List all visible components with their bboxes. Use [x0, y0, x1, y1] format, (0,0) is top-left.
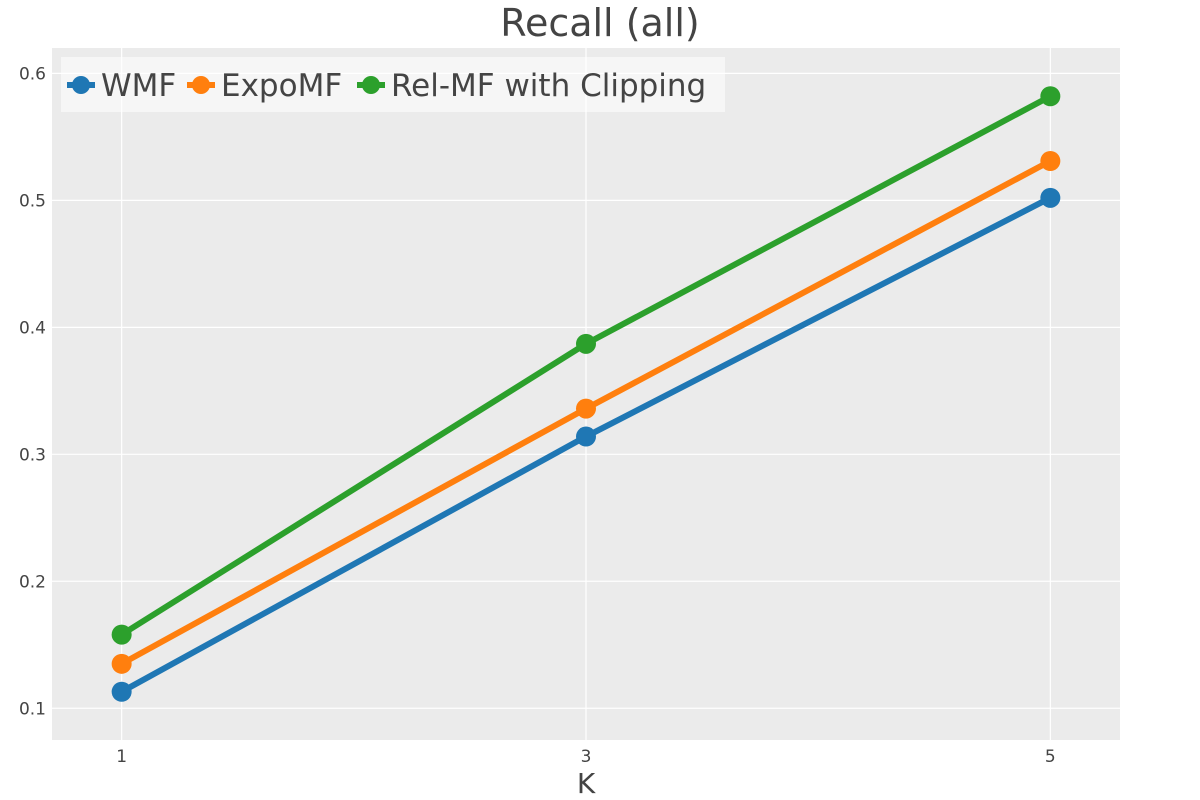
y-tick-label: 0.1: [19, 699, 46, 719]
legend-item[interactable]: Rel-MF with Clipping: [357, 68, 706, 104]
y-tick-label: 0.6: [19, 64, 46, 84]
data-point[interactable]: [1040, 187, 1061, 208]
data-point[interactable]: [576, 426, 596, 447]
legend-swatch-marker: [192, 76, 210, 94]
x-tick-label: 1: [116, 747, 127, 767]
data-point[interactable]: [111, 624, 132, 645]
data-point[interactable]: [576, 333, 596, 354]
legend-label: Rel-MF with Clipping: [391, 68, 706, 104]
y-tick-label: 0.5: [19, 191, 46, 211]
legend[interactable]: WMF ExpoMF Rel-MF with Clipping: [61, 57, 725, 112]
data-point[interactable]: [111, 653, 132, 674]
legend-background: [61, 57, 725, 112]
data-point[interactable]: [1040, 86, 1061, 107]
legend-swatch-marker: [72, 76, 90, 94]
y-tick-label: 0.3: [19, 445, 46, 465]
series-expomf: [111, 151, 1061, 674]
y-tick-label: 0.4: [19, 318, 46, 338]
series-wmf: [111, 187, 1061, 702]
data-point[interactable]: [111, 681, 132, 702]
legend-item[interactable]: WMF: [67, 68, 176, 104]
legend-swatch-marker: [362, 76, 380, 94]
data-point[interactable]: [576, 398, 596, 419]
x-axis-title: K: [577, 767, 596, 800]
series-rel-mf-with-clipping: [111, 86, 1061, 645]
series-group: [111, 86, 1061, 702]
legend-label: ExpoMF: [221, 68, 342, 104]
legend-item[interactable]: ExpoMF: [187, 68, 342, 104]
x-tick-label: 5: [1045, 747, 1056, 767]
x-tick-label: 3: [581, 747, 592, 767]
y-tick-label: 0.2: [19, 572, 46, 592]
y-axis-ticks: 0.1 0.2 0.3 0.4 0.5 0.6: [19, 64, 46, 719]
data-point[interactable]: [1040, 151, 1061, 172]
chart-title: Recall (all): [500, 1, 700, 45]
x-axis-ticks: 1 3 5: [116, 747, 1056, 767]
legend-label: WMF: [101, 68, 176, 104]
